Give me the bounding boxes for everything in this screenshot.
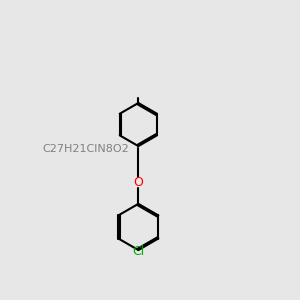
Text: C27H21ClN8O2: C27H21ClN8O2 <box>42 143 129 154</box>
Text: O: O <box>134 176 143 189</box>
Text: Cl: Cl <box>132 245 145 258</box>
